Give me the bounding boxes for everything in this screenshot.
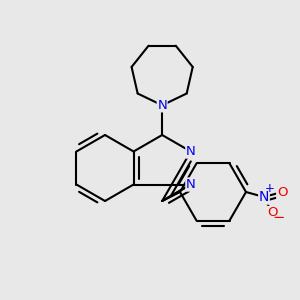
- Text: O: O: [277, 185, 287, 199]
- Text: −: −: [273, 211, 285, 226]
- Text: N: N: [186, 145, 196, 158]
- Text: +: +: [265, 182, 275, 196]
- Text: N: N: [157, 99, 167, 112]
- Text: O: O: [267, 206, 277, 220]
- Text: N: N: [186, 178, 196, 191]
- Text: N: N: [259, 190, 269, 204]
